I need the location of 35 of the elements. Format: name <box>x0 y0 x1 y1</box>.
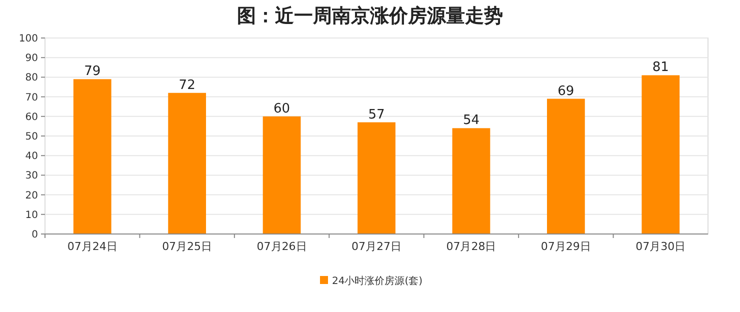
y-tick-label: 60 <box>25 112 38 123</box>
y-tick-label: 20 <box>25 190 38 202</box>
data-label: 60 <box>274 101 290 116</box>
data-label: 54 <box>462 113 480 128</box>
data-label: 79 <box>84 64 101 80</box>
bar: 81 <box>642 60 680 234</box>
x-tick-label: 07月24日 <box>67 240 118 253</box>
y-tick-label: 80 <box>25 72 38 84</box>
data-label: 69 <box>558 84 574 99</box>
y-tick-label: 100 <box>18 34 38 44</box>
x-tick-label: 07月29日 <box>540 240 591 253</box>
bar: 79 <box>73 64 112 234</box>
chart-title: 图：近一周南京涨价房源量走势 <box>237 5 503 27</box>
bar: 60 <box>262 101 301 234</box>
y-tick-label: 40 <box>25 151 38 162</box>
x-tick-label: 07月26日 <box>256 240 307 253</box>
y-tick-label: 90 <box>25 53 38 64</box>
y-tick-label: 10 <box>25 210 38 221</box>
x-tick-label: 07月28日 <box>446 240 496 253</box>
x-tick-label: 07月30日 <box>636 240 686 253</box>
y-tick-label: 0 <box>32 230 38 240</box>
bar: 72 <box>168 78 206 234</box>
bar: 54 <box>452 113 490 234</box>
data-label: 81 <box>652 60 669 76</box>
bar: 57 <box>358 107 396 234</box>
data-label: 72 <box>178 78 196 93</box>
y-tick-label: 50 <box>25 132 38 142</box>
data-label: 57 <box>368 107 385 122</box>
bar: 69 <box>546 84 585 234</box>
legend-label: 24小时涨价房源(套) <box>332 275 423 287</box>
y-tick-label: 30 <box>25 170 38 182</box>
y-tick-label: 70 <box>25 92 38 104</box>
x-tick-label: 07月27日 <box>352 240 402 253</box>
legend: 24小时涨价房源(套) <box>320 276 423 287</box>
x-tick-label: 07月25日 <box>162 240 212 253</box>
